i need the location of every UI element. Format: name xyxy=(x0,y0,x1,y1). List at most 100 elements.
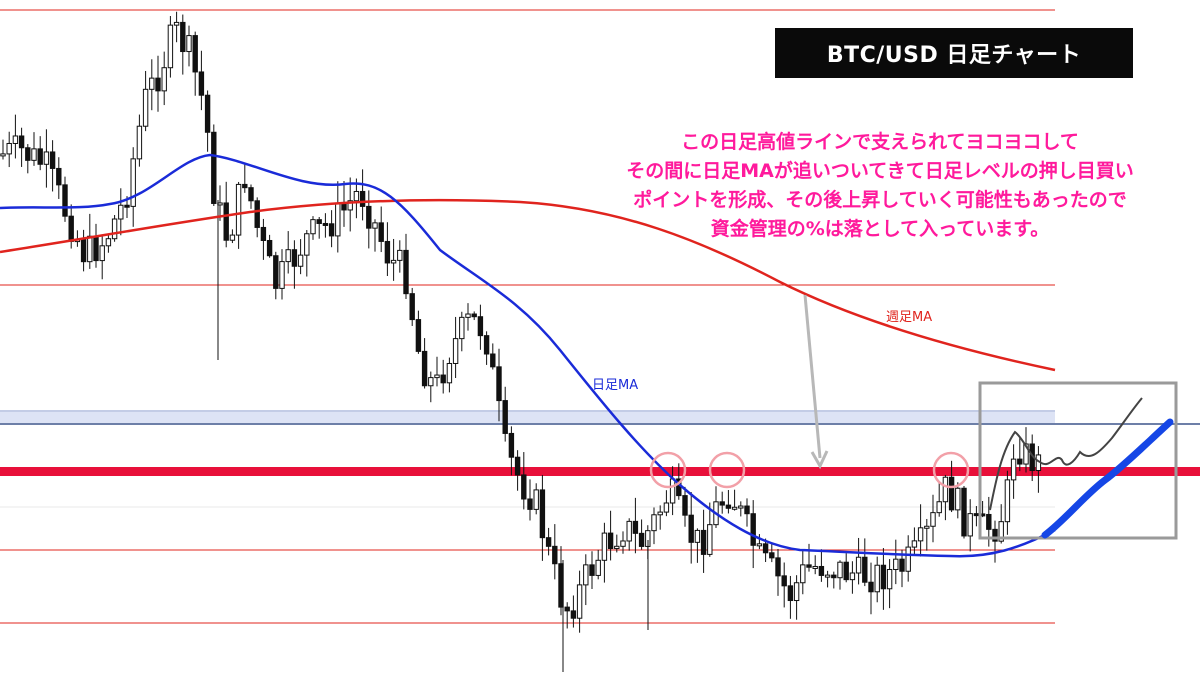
candle-body xyxy=(787,585,794,602)
candle-body xyxy=(273,255,279,289)
candle-body xyxy=(948,476,955,511)
weekly-ma-line xyxy=(0,198,1056,372)
candle-body xyxy=(527,498,533,510)
candle-body xyxy=(831,574,837,579)
candle-body xyxy=(669,478,676,504)
candle-body xyxy=(173,21,180,26)
candle-body xyxy=(328,223,335,237)
candle-body xyxy=(465,313,471,318)
candle-body xyxy=(614,545,620,550)
chart-title: BTC/USD 日足チャート xyxy=(775,28,1133,78)
candle-body xyxy=(452,338,459,364)
candle-body xyxy=(483,335,490,355)
candle-body xyxy=(620,540,626,547)
candle-body xyxy=(818,565,825,576)
candle-body xyxy=(886,569,893,590)
candle-body xyxy=(930,512,936,527)
annotation-line: ポイントを形成、その後上昇していく可能性もあったので xyxy=(633,189,1127,211)
candle-body xyxy=(955,487,961,511)
candle-body xyxy=(49,151,56,169)
candle-body xyxy=(149,77,155,90)
candle-body xyxy=(1004,479,1011,523)
candle-body xyxy=(440,374,446,384)
candle-body xyxy=(564,606,570,612)
candle-body xyxy=(130,158,136,207)
touch-circle xyxy=(649,451,687,489)
candle-body xyxy=(211,131,217,204)
candle-body xyxy=(514,456,521,476)
candle-body xyxy=(68,215,74,242)
candle-body xyxy=(552,545,558,565)
candle-body xyxy=(310,219,316,235)
candle-body xyxy=(824,574,831,578)
candle-body xyxy=(1010,458,1017,481)
candle-body xyxy=(378,222,384,242)
candle-body xyxy=(663,502,670,513)
annotation-line: その間に日足MAが追いついてきて日足レベルの押し目買い xyxy=(626,160,1134,182)
candle-body xyxy=(688,514,694,543)
candle-body xyxy=(372,222,378,229)
daily-ma-line xyxy=(0,153,1056,558)
candle-body xyxy=(304,233,310,256)
projection-box xyxy=(978,381,1178,540)
annotation-line: 資金管理の%は落として入っています。 xyxy=(710,218,1050,240)
candle-body xyxy=(899,558,905,572)
candle-body xyxy=(651,514,657,532)
candle-body xyxy=(837,561,843,579)
weekly-ma-label: 週足MA xyxy=(886,310,933,325)
candle-body xyxy=(769,552,775,559)
candle-body xyxy=(694,529,701,543)
projection-path-blue xyxy=(1041,418,1174,539)
candle-body xyxy=(700,529,707,555)
candle-body xyxy=(781,575,787,587)
candle-body xyxy=(533,489,539,510)
candle-body xyxy=(719,501,725,506)
candle-body xyxy=(874,564,880,593)
candle-body xyxy=(43,151,50,165)
pointer-arrow-head xyxy=(810,450,829,470)
candle-body xyxy=(502,400,508,434)
candle-body xyxy=(279,261,285,289)
candle-body xyxy=(260,226,267,241)
projection-path-gray xyxy=(989,397,1143,511)
candle-body xyxy=(806,564,812,568)
candle-body xyxy=(545,537,552,547)
candle-body xyxy=(1023,443,1029,465)
candle-body xyxy=(632,520,639,534)
candle-body xyxy=(25,147,31,161)
candle-body xyxy=(384,240,391,264)
candle-body xyxy=(607,532,614,550)
candle-body xyxy=(589,564,595,576)
candle-body xyxy=(316,219,322,224)
candle-body xyxy=(415,319,422,352)
candle-body xyxy=(496,366,502,402)
touch-circle xyxy=(708,451,746,489)
candles xyxy=(0,11,1042,672)
candle-body xyxy=(186,35,192,53)
candle-body xyxy=(626,520,632,542)
candle-body xyxy=(204,94,211,133)
candle-body xyxy=(291,249,298,267)
candle-body xyxy=(924,525,930,529)
candle-body xyxy=(359,190,366,207)
candle-body xyxy=(118,204,124,220)
candle-body xyxy=(800,564,806,584)
candle-body xyxy=(986,513,992,530)
candle-body xyxy=(142,88,149,127)
candle-body xyxy=(756,543,763,547)
candle-body xyxy=(744,505,750,515)
candle-body xyxy=(942,476,949,503)
candle-body xyxy=(161,67,167,92)
annotation-line: この日足高値ラインで支えられてヨコヨコして xyxy=(681,131,1079,153)
candle-body xyxy=(434,374,440,379)
annotation-marks xyxy=(649,294,1178,540)
candle-body xyxy=(167,24,174,69)
candle-body xyxy=(242,183,248,189)
candle-body xyxy=(583,564,589,586)
candle-body xyxy=(911,540,918,548)
candle-body xyxy=(87,235,93,263)
candle-body xyxy=(105,238,112,247)
candle-body xyxy=(421,350,428,387)
